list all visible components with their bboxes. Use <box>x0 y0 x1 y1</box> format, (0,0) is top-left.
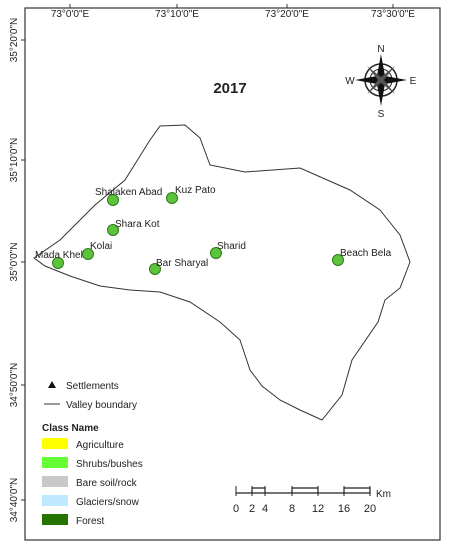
top-axis-label: 73°30'0"E <box>371 9 415 20</box>
left-axis-label: 35°0'0"N <box>9 243 20 282</box>
settlement <box>332 254 344 266</box>
scale-label: 2 <box>249 503 255 515</box>
legend-swatch <box>42 457 68 468</box>
legend-class: Glaciers/snow <box>76 497 140 508</box>
settlement-label: Mada Khel <box>35 250 83 261</box>
legend-boundary: Valley boundary <box>66 400 137 411</box>
map-title: 2017 <box>213 80 246 97</box>
legend-swatch <box>42 438 68 449</box>
top-axis-label: 73°10'0"E <box>155 9 199 20</box>
scale-label: 4 <box>262 503 268 515</box>
settlement <box>166 192 178 204</box>
legend-settlements: Settlements <box>66 381 119 392</box>
legend-title: Class Name <box>42 423 99 434</box>
legend-class: Bare soil/rock <box>76 478 138 489</box>
legend-class: Agriculture <box>76 440 124 451</box>
scale-label: 8 <box>289 503 295 515</box>
settlement <box>52 257 64 269</box>
legend-class: Forest <box>76 516 105 527</box>
compass-s: S <box>378 109 385 120</box>
settlement <box>107 224 119 236</box>
settlement-label: Kuz Pato <box>175 185 216 196</box>
compass-e: E <box>410 76 417 87</box>
settlement-label: Shara Kot <box>115 219 160 230</box>
settlement <box>107 194 119 206</box>
scale-label: 12 <box>312 503 324 515</box>
scale-unit: Km <box>376 489 391 500</box>
left-axis-label: 34°40'0"N <box>9 478 20 523</box>
legend-swatch <box>42 476 68 487</box>
left-axis-label: 35°10'0"N <box>9 138 20 183</box>
scale-label: 16 <box>338 503 350 515</box>
compass-w: W <box>345 76 355 87</box>
settlement <box>210 247 222 259</box>
left-axis-label: 34°50'0"N <box>9 363 20 408</box>
settlement-label: Kolai <box>90 241 112 252</box>
top-axis-label: 73°0'0"E <box>51 9 90 20</box>
settlement <box>82 248 94 260</box>
settlement-label: Sharid <box>217 241 246 252</box>
top-axis-label: 73°20'0"E <box>265 9 309 20</box>
settlement-symbol <box>48 381 56 388</box>
legend-class: Shrubs/bushes <box>76 459 143 470</box>
settlement-label: Beach Bela <box>340 248 392 259</box>
scale-bar <box>236 487 371 494</box>
scale-label: 0 <box>233 503 239 515</box>
compass <box>355 54 407 106</box>
left-axis-label: 35°20'0"N <box>9 18 20 63</box>
settlement-label: Shalaken Abad <box>95 187 162 198</box>
settlement <box>149 263 161 275</box>
legend-swatch <box>42 514 68 525</box>
compass-n: N <box>377 44 384 55</box>
valley-boundary <box>33 124 411 421</box>
scale-label: 20 <box>364 503 376 515</box>
legend-swatch <box>42 495 68 506</box>
settlement-label: Bar Sharyal <box>156 258 208 269</box>
